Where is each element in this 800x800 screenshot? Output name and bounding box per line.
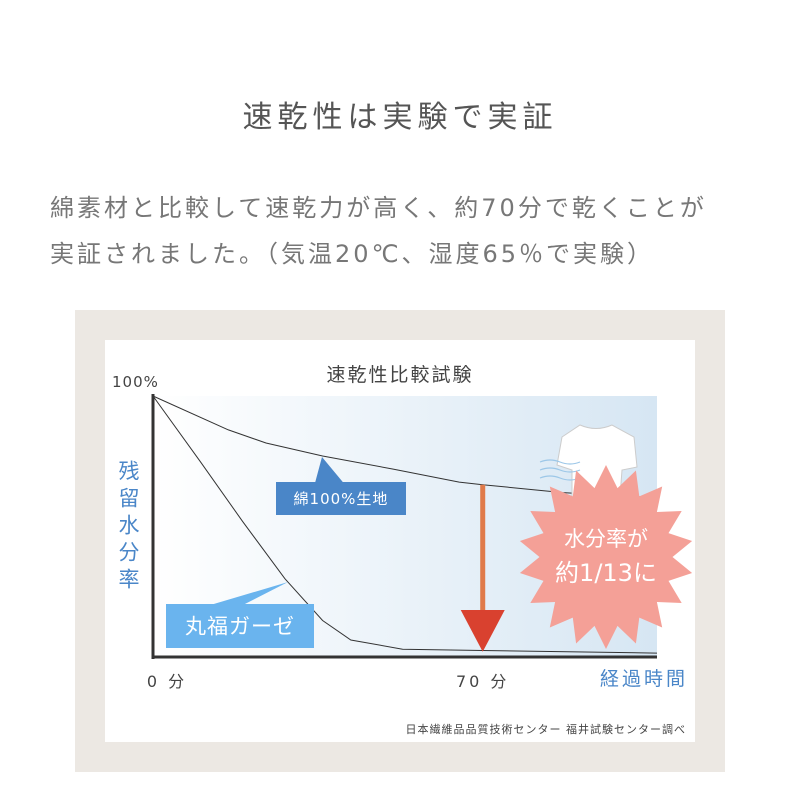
series-label: 綿100%生地 (294, 490, 389, 508)
chart-title: 速乾性比較試験 (326, 364, 473, 386)
series-line-1 (152, 395, 658, 499)
arrow-head (460, 610, 505, 652)
series-label-box (276, 482, 406, 515)
badge-text-line-2: 約1/13に (555, 559, 657, 587)
badge-text-line-1: 水分率が (564, 527, 648, 551)
description-line-2: 実証されました。（気温20℃、湿度65％で実験） (50, 240, 655, 268)
label-pointer (315, 457, 344, 483)
series-line-2 (152, 395, 658, 654)
description-line-1: 綿素材と比較して速乾力が高く、約70分で乾くことが (50, 194, 707, 222)
source-note: 日本繊維品品質技術センター 福井試験センター調べ (406, 722, 687, 736)
page-title: 速乾性は実験で実証 (242, 100, 558, 135)
y-top-label: 100% (112, 373, 159, 391)
wind-icon (539, 475, 581, 481)
starburst-badge (519, 465, 693, 649)
x-tick-label: 0 分 (147, 672, 187, 691)
series-label-box (166, 604, 314, 648)
y-axis-label: 残留水分率 (116, 460, 140, 595)
x-axis-label: 経過時間 (600, 668, 688, 690)
label-pointer (210, 582, 288, 605)
x-tick-label: 70 分 (456, 672, 509, 691)
wind-icon (539, 459, 581, 465)
arrow-shaft (480, 484, 486, 621)
series-label: 丸福ガーゼ (185, 615, 295, 639)
wind-icon (539, 467, 581, 473)
